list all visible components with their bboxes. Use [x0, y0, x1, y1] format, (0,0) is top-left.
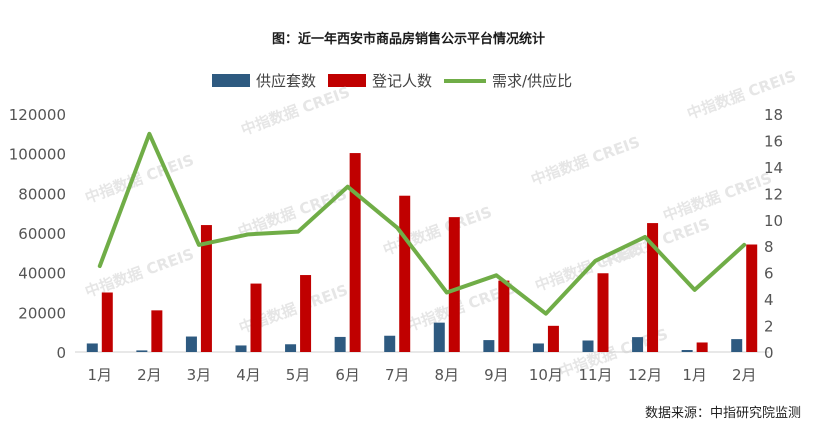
bar-registered	[399, 195, 411, 352]
y-right-tick-label: 4	[764, 291, 774, 309]
legend-item-ratio: 需求/供应比	[444, 70, 572, 91]
y-left-tick-label: 60000	[18, 225, 66, 243]
bar-supply	[483, 340, 495, 352]
point-ratio	[148, 133, 150, 135]
source-note: 数据来源：中指研究院监测	[644, 406, 801, 421]
x-tick-label: 3月	[187, 366, 212, 384]
point-ratio	[595, 260, 596, 262]
bar-supply	[86, 343, 98, 352]
legend-label-registered: 登记人数	[372, 72, 433, 90]
legend-item-registered: 登记人数	[328, 70, 432, 91]
point-ratio	[644, 236, 646, 238]
point-ratio	[545, 313, 547, 315]
bar-supply	[532, 343, 544, 352]
y-left-tick-label: 20000	[18, 304, 66, 322]
bar-supply	[235, 345, 247, 352]
bar-registered	[300, 275, 312, 352]
y-left-tick-label: 0	[56, 344, 66, 362]
bar-supply	[632, 337, 644, 352]
bar-registered	[250, 283, 262, 352]
legend: 供应套数 登记人数 需求/供应比	[212, 70, 584, 91]
x-tick-label: 2月	[137, 366, 162, 384]
chart-title: 图：近一年西安市商品房销售公示平台情况统计	[271, 32, 545, 47]
bar-registered	[547, 325, 559, 352]
bar-registered	[647, 223, 659, 352]
x-tick-label: 4月	[236, 366, 261, 384]
y-right-tick-label: 8	[764, 238, 774, 256]
x-tick-label: 10月	[529, 366, 563, 384]
bar-supply	[136, 350, 148, 352]
y-right-tick-label: 10	[764, 212, 783, 230]
point-ratio	[248, 233, 249, 235]
x-tick-label: 12月	[628, 366, 662, 384]
legend-label-ratio: 需求/供应比	[492, 72, 573, 90]
y-right-tick-label: 2	[764, 318, 774, 336]
x-tick-label: 8月	[435, 366, 460, 384]
y-right-tick-label: 16	[764, 132, 783, 150]
y-left-tick-label: 120000	[9, 106, 66, 124]
bar-registered	[696, 342, 708, 352]
legend-swatch-registered	[328, 74, 367, 87]
point-ratio	[297, 231, 299, 233]
bar-supply	[384, 335, 396, 352]
point-ratio	[743, 244, 745, 246]
legend-swatch-ratio	[444, 78, 487, 83]
point-ratio	[446, 292, 448, 293]
bar-registered	[349, 153, 361, 352]
legend-swatch-supply	[212, 74, 250, 87]
y-right-tick-label: 12	[764, 185, 783, 203]
bar-supply	[185, 336, 197, 352]
bar-supply	[582, 340, 594, 352]
x-tick-label: 1月	[682, 366, 707, 384]
x-tick-label: 9月	[484, 366, 509, 384]
x-tick-label: 11月	[578, 366, 612, 384]
legend-item-supply: 供应套数	[212, 70, 316, 91]
bar-registered	[746, 244, 758, 352]
x-tick-label: 7月	[385, 366, 410, 384]
bar-supply	[334, 336, 346, 352]
bar-supply	[681, 350, 693, 352]
y-left-tick-label: 80000	[18, 185, 66, 203]
x-tick-label: 1月	[88, 366, 113, 384]
bar-supply	[285, 344, 297, 352]
bar-registered	[200, 225, 212, 352]
point-ratio	[495, 274, 497, 276]
y-left-tick-label: 100000	[9, 146, 66, 164]
bar-registered	[101, 292, 113, 352]
bar-registered	[498, 280, 510, 352]
y-right-tick-label: 18	[764, 106, 783, 124]
point-ratio	[396, 227, 398, 229]
y-left-tick-label: 40000	[18, 265, 66, 283]
y-right-tick-label: 0	[764, 344, 774, 362]
bar-registered	[151, 310, 163, 352]
bar-registered	[597, 273, 609, 352]
point-ratio	[198, 244, 200, 246]
bar-supply	[731, 339, 743, 352]
bar-supply	[433, 322, 445, 352]
legend-label-supply: 供应套数	[256, 72, 317, 90]
point-ratio	[694, 289, 696, 291]
x-tick-label: 2月	[732, 366, 757, 384]
x-tick-label: 6月	[335, 366, 360, 384]
y-right-tick-label: 6	[764, 265, 774, 283]
bar-registered	[448, 217, 460, 352]
point-ratio	[99, 265, 101, 267]
line-ratio	[97, 131, 747, 316]
y-right-tick-label: 14	[764, 159, 783, 177]
point-ratio	[347, 186, 349, 188]
x-tick-label: 5月	[286, 366, 311, 384]
